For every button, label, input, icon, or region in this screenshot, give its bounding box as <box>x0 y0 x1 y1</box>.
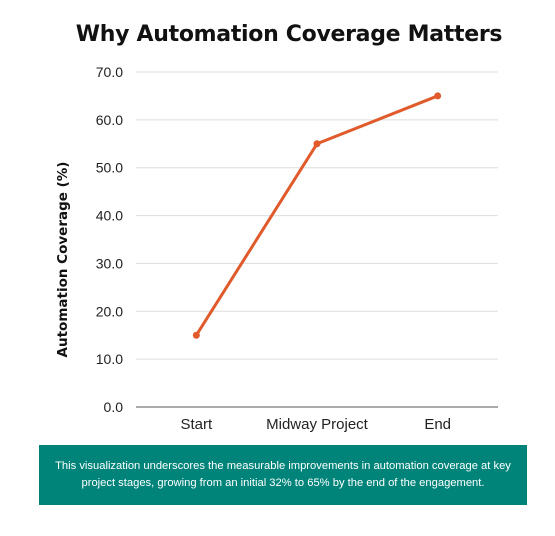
caption-box: This visualization underscores the measu… <box>39 445 527 505</box>
series-layer <box>192 92 442 339</box>
y-tick-label: 30.0 <box>96 255 123 271</box>
x-tick-label: Start <box>180 416 213 433</box>
y-tick-labels: 0.0 10.0 20.0 30.0 40.0 50.0 60.0 70.0 <box>96 64 123 415</box>
chart-title: Why Automation Coverage Matters <box>75 22 503 47</box>
y-tick-label: 20.0 <box>96 303 123 319</box>
data-point <box>192 331 200 339</box>
data-point <box>313 140 321 148</box>
y-tick-label: 40.0 <box>96 208 123 224</box>
y-tick-label: 0.0 <box>104 399 124 415</box>
y-tick-label: 60.0 <box>96 112 123 128</box>
x-tick-label: Midway Project <box>266 416 369 433</box>
y-tick-label: 10.0 <box>96 351 123 367</box>
data-point <box>434 92 442 100</box>
y-tick-label: 50.0 <box>96 160 123 176</box>
x-tick-labels: Start Midway Project End <box>180 416 451 433</box>
y-tick-label: 70.0 <box>96 64 123 80</box>
x-tick-label: End <box>424 416 451 433</box>
line-chart: 0.0 10.0 20.0 30.0 40.0 50.0 60.0 70.0 Start Mid… <box>55 64 498 433</box>
y-axis-label: Automation Coverage (%) <box>55 162 71 358</box>
caption-text: This visualization underscores the measu… <box>55 460 511 489</box>
gridlines <box>136 71 498 360</box>
